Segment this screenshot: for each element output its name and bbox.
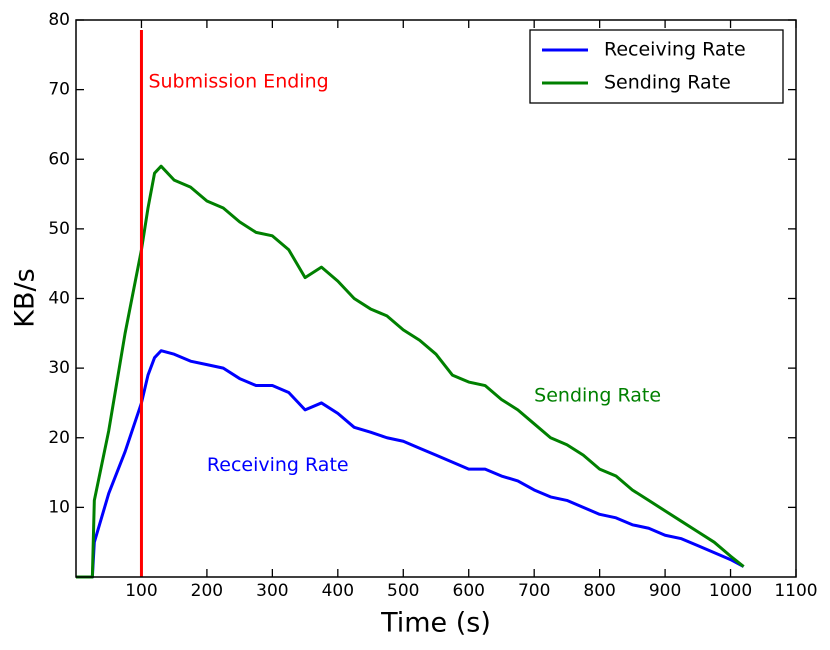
legend-label: Receiving Rate — [604, 39, 746, 61]
x-tick-label: 100 — [125, 581, 157, 601]
vline-label: Submission Ending — [148, 71, 328, 93]
x-tick-label: 200 — [191, 581, 223, 601]
x-tick-label: 600 — [453, 581, 485, 601]
y-tick-label: 30 — [48, 358, 70, 378]
y-tick-label: 40 — [48, 289, 70, 309]
data-line — [76, 349, 745, 579]
x-tick-label: 300 — [256, 581, 288, 601]
legend-label: Sending Rate — [604, 72, 731, 94]
y-axis-label: KB/s — [10, 268, 41, 327]
plot-frame — [75, 19, 797, 578]
x-tick-label: 500 — [387, 581, 419, 601]
annotation: Sending Rate — [534, 384, 661, 406]
y-tick-label: 70 — [48, 80, 70, 100]
legend-box — [529, 29, 784, 104]
annotation: Receiving Rate — [207, 454, 349, 476]
x-tick-label: 1100 — [774, 581, 817, 601]
data-line — [76, 164, 745, 579]
y-tick-label: 20 — [48, 428, 70, 448]
y-tick-label: 60 — [48, 149, 70, 169]
x-tick-label: 1000 — [709, 581, 752, 601]
x-tick-label: 400 — [322, 581, 354, 601]
y-tick-label: 50 — [48, 219, 70, 239]
y-tick-label: 10 — [48, 497, 70, 517]
y-tick-label: 80 — [48, 10, 70, 30]
x-tick-label: 800 — [583, 581, 615, 601]
x-tick-label: 900 — [649, 581, 681, 601]
x-tick-label: 700 — [518, 581, 550, 601]
x-axis-label: Time (s) — [380, 608, 491, 639]
